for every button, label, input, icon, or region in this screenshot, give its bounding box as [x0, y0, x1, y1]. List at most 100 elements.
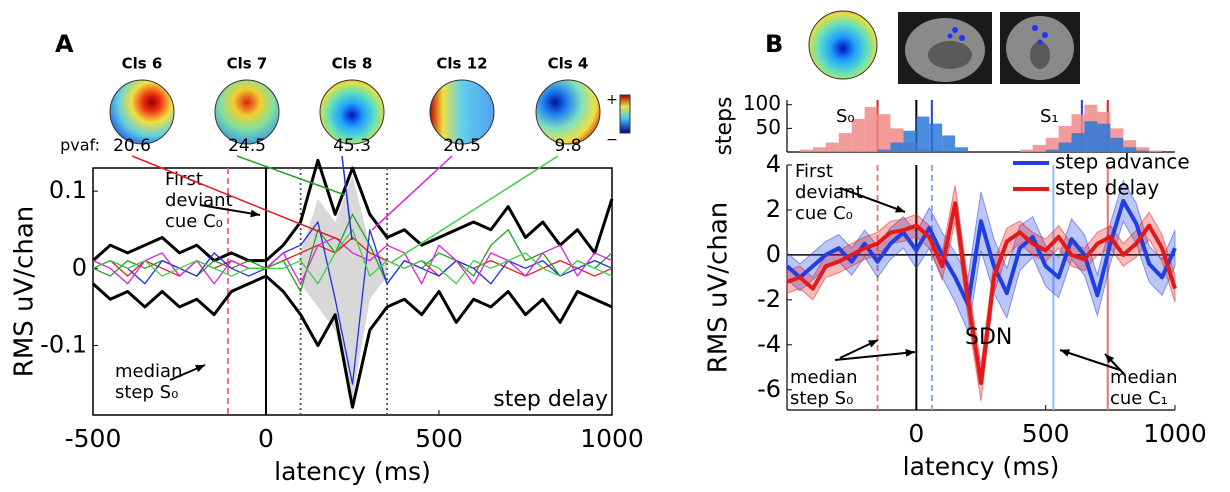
arrow-head	[250, 209, 260, 218]
annotation: step S₀	[790, 388, 853, 409]
histogram-bar	[1058, 142, 1072, 152]
mri-images	[898, 12, 1080, 84]
annotation: step delay	[493, 387, 608, 412]
histogram-bar	[1045, 137, 1059, 152]
topomaps	[109, 10, 878, 145]
annotation: First	[165, 169, 203, 190]
panel-label: B	[765, 30, 783, 58]
annotation: cue C₀	[795, 203, 853, 224]
x-tick-label: -500	[65, 424, 122, 453]
histogram-bar	[1097, 123, 1111, 152]
annotation: cue C₁	[1110, 388, 1168, 409]
histogram-bar	[903, 130, 917, 152]
colorbar-label: +	[606, 92, 618, 108]
histogram-bar	[1019, 149, 1033, 152]
histogram-bar	[955, 147, 969, 152]
y-tick-label: -0.1	[40, 331, 87, 359]
histogram-bar	[1110, 137, 1124, 152]
annotation: cue C₀	[165, 211, 223, 232]
annotation: median	[1110, 367, 1177, 388]
y-axis-label: RMS uV/chan	[704, 202, 734, 373]
arrow-head	[905, 349, 915, 357]
annotation: S₁	[1040, 106, 1059, 127]
annotation: SDN	[965, 325, 1012, 350]
y-tick-label: -2	[757, 285, 781, 313]
histogram-bar	[1032, 144, 1046, 152]
annotation: deviant	[165, 190, 233, 211]
histogram-bar	[1149, 150, 1163, 152]
x-axis-label: latency (ms)	[274, 457, 431, 486]
x-tick-label: 500	[415, 424, 463, 453]
annotation: deviant	[795, 182, 863, 203]
arrow-head	[1060, 349, 1070, 357]
data-line	[92, 236, 613, 285]
y-axis-label: steps	[712, 96, 737, 155]
legend-label: step delay	[1055, 176, 1159, 200]
histogram-bar	[890, 142, 904, 152]
histogram-bar	[799, 149, 813, 152]
data-line	[92, 229, 613, 285]
data-line	[92, 158, 614, 263]
x-tick-label: 0	[908, 419, 924, 448]
topomap-label: Cls 4	[548, 55, 589, 73]
annotation-arrow	[1059, 349, 1121, 371]
histogram-bar	[1084, 121, 1098, 152]
annotation: step S₀	[115, 382, 178, 403]
x-tick-label: 0	[258, 424, 274, 453]
topomap-label: Cls 8	[332, 55, 373, 73]
y-tick-label: 50	[756, 115, 781, 139]
arrow-head	[868, 340, 878, 348]
y-tick-label: -4	[757, 330, 781, 358]
pvaf-value: 24.5	[228, 136, 266, 156]
histogram-bar	[812, 147, 826, 152]
pvaf-connector	[391, 155, 559, 263]
y-tick-label: 0	[72, 253, 87, 281]
annotation: median	[790, 367, 857, 388]
y-tick-label: 2	[766, 195, 781, 223]
histogram-bar	[1123, 140, 1137, 152]
histogram-bar	[942, 135, 956, 152]
topomap-label: Cls 12	[436, 55, 487, 73]
topomap-label: Cls 7	[227, 55, 268, 73]
x-tick-label: 1000	[580, 424, 644, 453]
histogram-bar	[929, 123, 943, 152]
arrow-head	[895, 205, 905, 213]
x-axis-label: latency (ms)	[903, 452, 1060, 481]
histogram-bar	[1136, 150, 1150, 152]
arrow-head	[195, 365, 205, 373]
legend-label: step advance	[1055, 150, 1190, 174]
y-tick-label: 0.1	[49, 176, 87, 204]
y-axis-label: RMS uV/chan	[10, 206, 40, 377]
pvaf-connector	[341, 155, 353, 241]
pvaf-value: 20.5	[443, 136, 481, 156]
histogram-bar	[1123, 147, 1137, 152]
annotation: S₀	[836, 106, 855, 127]
y-tick-label: 0	[766, 240, 781, 268]
pvaf-value: 9.8	[554, 136, 581, 156]
annotation-arrow	[199, 204, 261, 216]
y-tick-label: 100	[743, 91, 781, 115]
x-tick-label: 1000	[1143, 419, 1207, 448]
histogram-bar	[1071, 133, 1085, 152]
histogram-bar	[825, 142, 839, 152]
histogram-bar	[1045, 149, 1059, 152]
annotation-arrow	[834, 351, 916, 361]
annotation: First	[795, 161, 833, 182]
error-band	[786, 179, 1176, 334]
pvaf-connector	[236, 155, 346, 196]
data-line	[786, 201, 1177, 386]
pvaf-value: 45.3	[333, 136, 371, 156]
y-tick-label: -6	[757, 375, 781, 403]
x-tick-label: 500	[1022, 419, 1070, 448]
pvaf-connector	[131, 155, 341, 241]
annotation-arrow	[839, 187, 906, 213]
data-line	[785, 198, 1177, 307]
colorbar-label: −	[606, 132, 618, 148]
arrow-head	[1105, 354, 1115, 364]
histogram-bar	[851, 118, 865, 152]
panel-label: A	[55, 30, 74, 58]
histogram-bar	[1136, 147, 1150, 152]
histogram-bar	[838, 133, 852, 152]
shaded-band	[300, 175, 388, 400]
